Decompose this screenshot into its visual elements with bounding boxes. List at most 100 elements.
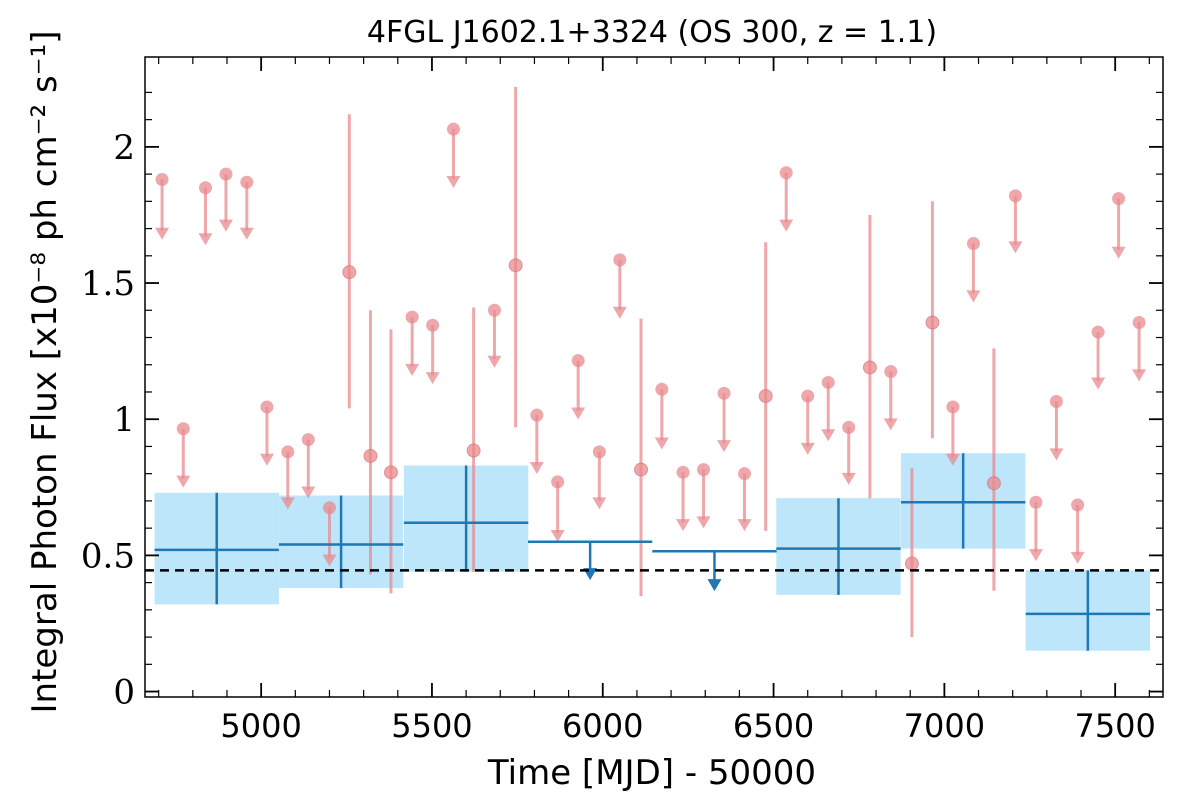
- y-tick-label: 1.5: [81, 264, 135, 304]
- short-bin-upper-limit-arrow: [1111, 246, 1126, 259]
- short-bin-upper-limit-point: [219, 167, 233, 181]
- short-bin-upper-limit-arrow: [841, 472, 856, 485]
- short-bin-upper-limit-arrow: [676, 519, 691, 532]
- short-bin-upper-limit-arrow: [280, 497, 295, 510]
- short-bin-upper-limit-arrow: [259, 453, 274, 466]
- short-bin-upper-limit-arrow: [821, 429, 836, 442]
- short-bin-point: [758, 389, 773, 404]
- short-bin-upper-limit-point: [198, 181, 212, 195]
- x-tick-label: 5000: [220, 707, 301, 745]
- short-bin-upper-limit-arrow: [239, 227, 254, 240]
- short-bin-upper-limit-arrow: [1049, 448, 1064, 461]
- short-bin-upper-limit-point: [487, 303, 501, 317]
- short-bin-upper-limit-arrow: [176, 475, 191, 488]
- short-bin-upper-limit-point: [1049, 395, 1063, 409]
- short-bin-upper-limit-point: [1132, 316, 1146, 330]
- short-bin-point: [986, 476, 1001, 491]
- short-bin-upper-limit-point: [946, 400, 960, 414]
- short-bin-upper-limit-point: [260, 400, 274, 414]
- short-bin-upper-limit-point: [155, 173, 169, 187]
- short-bin-upper-limit-point: [551, 475, 565, 489]
- short-bin-upper-limit-point: [240, 175, 254, 189]
- short-bin-upper-limit-point: [1008, 189, 1022, 203]
- axes-frame: [144, 56, 1164, 698]
- short-bin-upper-limit-point: [738, 467, 752, 481]
- short-bin-point: [904, 556, 919, 571]
- short-bin-point: [634, 462, 649, 477]
- y-tick-label: 1: [113, 400, 135, 440]
- short-bin-upper-limit-arrow: [529, 461, 544, 474]
- short-bin-upper-limit-arrow: [779, 219, 794, 232]
- short-bin-upper-limit-arrow: [322, 554, 337, 567]
- short-bin-upper-limit-arrow: [425, 372, 440, 385]
- short-bin-upper-limit-arrow: [198, 233, 213, 246]
- short-bin-point: [925, 315, 940, 330]
- short-bin-upper-limit-arrow: [1008, 241, 1023, 254]
- short-bin-upper-limit-point: [613, 253, 627, 267]
- short-bin-upper-limit-point: [426, 318, 440, 332]
- x-tick-label: 7000: [904, 707, 985, 745]
- short-bin-upper-limit-arrow: [1132, 369, 1147, 382]
- short-bin-upper-limit-arrow: [487, 355, 502, 368]
- short-bin-upper-limit-point: [655, 382, 669, 396]
- short-bin-point: [466, 443, 481, 458]
- short-bin-point: [363, 448, 378, 463]
- short-bin-upper-limit-arrow: [966, 290, 981, 303]
- short-bin-upper-limit-arrow: [612, 306, 627, 319]
- short-bin-point: [383, 465, 398, 480]
- short-bin-upper-limit-arrow: [800, 442, 815, 455]
- short-bin-upper-limit-arrow: [571, 407, 586, 420]
- short-bin-upper-limit-arrow: [654, 437, 669, 450]
- short-bin-upper-limit-arrow: [155, 227, 170, 240]
- short-bin-upper-limit-arrow: [737, 519, 752, 532]
- short-bin-upper-limit-point: [676, 465, 690, 479]
- short-bin-point: [862, 360, 877, 375]
- short-bin-upper-limit-point: [821, 375, 835, 389]
- short-bin-upper-limit-point: [405, 310, 419, 324]
- y-tick-label: 2: [113, 128, 135, 168]
- x-tick-label: 7500: [1074, 707, 1155, 745]
- short-bin-point: [342, 265, 357, 280]
- y-axis-label: Integral Photon Flux [x10⁻⁸ ph cm⁻² s⁻¹]: [25, 30, 65, 713]
- short-bin-upper-limit-point: [697, 463, 711, 477]
- y-tick-label: 0.5: [81, 536, 135, 576]
- short-bin-upper-limit-point: [966, 237, 980, 251]
- short-bin-upper-limit-point: [176, 422, 190, 436]
- short-bin-upper-limit-arrow: [883, 418, 898, 431]
- y-tick-label: 0: [113, 673, 135, 713]
- short-bin-upper-limit-point: [717, 386, 731, 400]
- x-tick-label: 6000: [562, 707, 643, 745]
- plot-area: 5000 5500 6000 6500 7000 7500 0 0.5 1 1.5 2: [81, 56, 1164, 745]
- short-bin-upper-limit-arrow: [592, 497, 607, 510]
- x-tick-label: 6500: [733, 707, 814, 745]
- short-bin-upper-limit-arrow: [717, 440, 732, 453]
- short-bin-upper-limit-arrow: [301, 486, 316, 499]
- short-bin-point: [508, 258, 523, 273]
- short-bin-upper-limit-point: [1071, 498, 1085, 512]
- short-bin-upper-limit-point: [1029, 495, 1043, 509]
- short-bin-upper-limit-point: [1091, 325, 1105, 339]
- x-tick-label: 5500: [391, 707, 472, 745]
- short-bin-upper-limit-point: [446, 122, 460, 136]
- x-axis-label: Time [MJD] - 50000: [487, 753, 816, 793]
- chart-title: 4FGL J1602.1+3324 (OS 300, z = 1.1): [367, 15, 937, 50]
- short-bin-upper-limit-arrow: [945, 453, 960, 466]
- short-bin-upper-limit-arrow: [218, 219, 233, 232]
- short-bin-upper-limit-point: [322, 501, 336, 515]
- short-bin-upper-limit-arrow: [1028, 549, 1043, 562]
- short-bin-upper-limit-point: [301, 433, 315, 447]
- short-bin-upper-limit-arrow: [1091, 377, 1106, 390]
- short-bin-upper-limit-point: [530, 408, 544, 422]
- short-bin-upper-limit-point: [592, 445, 606, 459]
- short-bin-upper-limit-point: [1112, 192, 1126, 206]
- short-bin-upper-limit-arrow: [1070, 551, 1085, 564]
- short-bin-upper-limit-point: [884, 365, 898, 379]
- short-bin-upper-limit-point: [779, 166, 793, 180]
- short-bin-upper-limit-arrow: [446, 176, 461, 188]
- short-bin-upper-limit-point: [281, 445, 295, 459]
- short-bin-upper-limit-arrow: [550, 530, 565, 543]
- short-bin-upper-limit-point: [801, 389, 815, 403]
- short-bin-upper-limit-point: [571, 354, 585, 368]
- short-bin-upper-limit-arrow: [405, 363, 420, 376]
